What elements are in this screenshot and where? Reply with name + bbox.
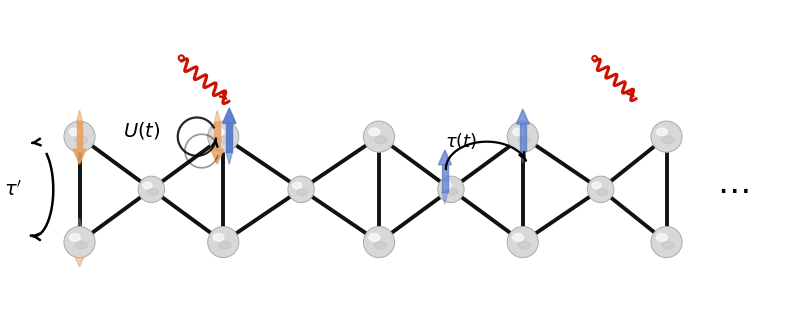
Text: $U(t)$: $U(t)$ [124,120,161,141]
Ellipse shape [369,128,380,136]
Ellipse shape [657,233,667,241]
Ellipse shape [213,233,224,241]
Ellipse shape [513,128,523,136]
Ellipse shape [143,182,152,189]
Text: $\tau'$: $\tau'$ [4,179,22,200]
Circle shape [651,227,682,258]
Ellipse shape [592,182,602,189]
Polygon shape [77,122,82,149]
Ellipse shape [518,136,531,144]
Circle shape [208,227,239,258]
Polygon shape [73,149,86,164]
Ellipse shape [518,241,531,249]
Polygon shape [439,150,451,165]
Polygon shape [516,109,529,124]
Text: $\cdots$: $\cdots$ [717,173,748,206]
Circle shape [364,121,395,152]
Circle shape [208,121,239,152]
Ellipse shape [219,241,231,249]
Polygon shape [77,218,82,229]
Polygon shape [442,165,448,192]
Ellipse shape [148,189,158,195]
Ellipse shape [70,233,80,241]
Ellipse shape [70,128,80,136]
Polygon shape [520,124,526,151]
Circle shape [507,121,539,152]
Ellipse shape [213,128,224,136]
Text: $\tau(t)$: $\tau(t)$ [445,131,477,152]
Circle shape [651,121,682,152]
Ellipse shape [597,189,607,195]
Polygon shape [74,254,85,267]
Polygon shape [223,108,236,124]
Ellipse shape [297,189,308,195]
Polygon shape [226,124,233,152]
Circle shape [64,121,95,152]
Polygon shape [77,229,82,254]
Polygon shape [214,122,221,149]
Ellipse shape [513,233,523,241]
Polygon shape [520,151,526,163]
Circle shape [288,176,314,202]
Circle shape [438,176,464,202]
Ellipse shape [375,136,387,144]
Polygon shape [442,192,448,204]
Ellipse shape [657,128,667,136]
Ellipse shape [219,136,231,144]
Ellipse shape [662,241,674,249]
Polygon shape [214,110,221,122]
Circle shape [64,227,95,258]
Polygon shape [226,152,233,164]
Ellipse shape [447,189,458,195]
Ellipse shape [662,136,674,144]
Ellipse shape [443,182,451,189]
Circle shape [587,176,614,202]
Circle shape [364,227,395,258]
Ellipse shape [375,241,387,249]
Circle shape [507,227,539,258]
Ellipse shape [75,241,87,249]
Ellipse shape [369,233,380,241]
Circle shape [138,176,165,202]
Polygon shape [211,149,224,164]
Ellipse shape [75,136,87,144]
Polygon shape [77,110,82,122]
Ellipse shape [292,182,302,189]
